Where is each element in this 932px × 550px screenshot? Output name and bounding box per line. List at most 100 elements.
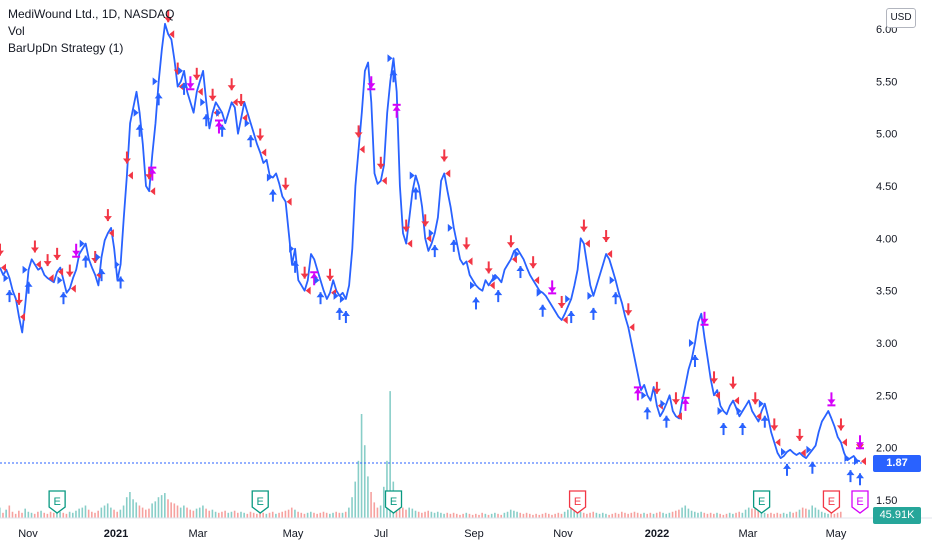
volume-bar [490, 513, 493, 518]
volume-bar [522, 513, 525, 518]
entry-tick [70, 284, 76, 293]
arrow-head [846, 470, 855, 476]
earnings-icon: E [822, 490, 841, 514]
volume-bar [106, 503, 109, 518]
volume-bar [719, 513, 721, 518]
symbol-title[interactable]: MediWound Ltd., 1D, NASDAQ [8, 7, 175, 21]
volume-bar [722, 514, 725, 518]
entry-tick [607, 250, 613, 259]
earnings-letter: E [758, 496, 765, 508]
volume-bar [402, 507, 404, 518]
arrow-head [202, 114, 211, 120]
volume-bar [198, 507, 201, 518]
volume-bar [382, 486, 385, 518]
volume-bar [747, 507, 750, 518]
arrow-head [97, 269, 106, 275]
buy-arrow [430, 245, 439, 258]
entry-tick [470, 281, 476, 290]
volume-bar [214, 511, 217, 518]
entry-tick [152, 77, 158, 86]
volume-bar [452, 512, 455, 518]
sell-arrow [440, 149, 449, 162]
arrow-head [700, 318, 709, 324]
earnings-letter: E [257, 496, 264, 508]
volume-bar [173, 503, 176, 518]
volume-bar [820, 511, 823, 518]
volume-bar [18, 510, 20, 518]
arrow-head [738, 423, 747, 429]
arrow-head [421, 221, 430, 227]
volume-bar [271, 511, 274, 518]
sell-arrow [122, 151, 131, 164]
volume-bar [176, 505, 179, 518]
currency-button[interactable]: USD [886, 8, 916, 28]
volume-bar [59, 511, 61, 518]
volume-bar [735, 512, 737, 518]
buy-arrow [202, 114, 211, 127]
strategy-label[interactable]: BarUpDn Strategy (1) [8, 41, 124, 55]
volume-bar [703, 512, 706, 518]
volume-bar [329, 513, 331, 518]
volume-bar [81, 507, 84, 518]
entry-tick [127, 171, 133, 180]
sell-arrow [354, 125, 363, 138]
volume-bar [478, 514, 480, 518]
volume-bar [709, 512, 712, 518]
buy-arrow [662, 415, 671, 428]
sell-arrow [192, 67, 201, 80]
volume-bar [744, 509, 747, 518]
arrow-head [268, 189, 277, 195]
volume-bar [471, 514, 474, 518]
arrow-head [246, 135, 255, 141]
time-axis[interactable]: Nov 2021 Mar May Jul Sep Nov 2022 Mar May [18, 528, 847, 540]
y-tick-label: 2.50 [876, 390, 897, 402]
volume-bar [141, 507, 144, 518]
entry-tick [197, 87, 203, 96]
volume-bar [259, 511, 261, 518]
sell-arrow [402, 219, 411, 232]
arrow-head [392, 105, 401, 111]
sell-arrow [751, 392, 760, 405]
entry-tick [562, 315, 568, 324]
buy-arrow [154, 93, 163, 106]
volume-bar [617, 513, 620, 518]
volume-bar [494, 512, 496, 518]
volume-bar [557, 512, 560, 518]
arrow-head [145, 174, 154, 180]
entry-tick [359, 145, 365, 154]
volume-bar [129, 492, 131, 518]
arrow-head [836, 425, 845, 431]
volume-bar [227, 512, 230, 518]
price-axis[interactable]: 6.005.505.004.504.003.503.002.502.001.50 [876, 24, 897, 507]
y-tick-label: 3.50 [876, 286, 897, 298]
volume-bar [525, 512, 528, 518]
entry-tick [854, 457, 859, 466]
entry-tick [387, 54, 393, 63]
volume-bar [249, 511, 252, 518]
arrow-head [256, 135, 265, 141]
volume-bar [37, 511, 39, 518]
volume-bar [582, 512, 585, 518]
volume-indicator-label[interactable]: Vol [8, 24, 25, 38]
volume-bar [500, 514, 503, 518]
entry-tick [660, 399, 666, 408]
exit-arrow [72, 243, 81, 256]
arrow-head [529, 263, 538, 269]
volume-bar [281, 511, 284, 518]
volume-bar [630, 512, 633, 518]
volume-bar [65, 513, 68, 518]
volume-bar [103, 505, 106, 518]
sell-arrow [484, 261, 493, 274]
volume-bar [303, 513, 306, 518]
entry-tick [715, 391, 721, 400]
entry-tick [244, 119, 250, 128]
volume-bar [56, 509, 58, 518]
entry-tick [261, 148, 267, 157]
entry-tick [587, 291, 593, 300]
exit-arrow [367, 76, 376, 89]
volume-bar [348, 507, 350, 518]
volume-bar [678, 509, 680, 518]
buy-arrow [59, 292, 68, 305]
earnings-badge [752, 490, 771, 514]
